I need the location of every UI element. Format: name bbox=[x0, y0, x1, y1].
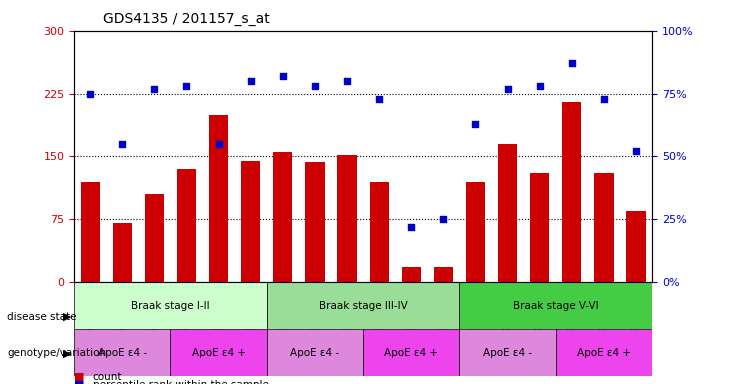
Text: Braak stage III-IV: Braak stage III-IV bbox=[319, 301, 408, 311]
Bar bbox=[74, 329, 170, 376]
Bar bbox=[74, 282, 267, 329]
Bar bbox=[562, 102, 582, 282]
Point bbox=[566, 60, 578, 66]
Text: genotype/variation: genotype/variation bbox=[7, 348, 107, 358]
Bar bbox=[370, 182, 389, 282]
Point bbox=[213, 141, 225, 147]
Text: count: count bbox=[93, 372, 122, 382]
Point bbox=[630, 148, 642, 154]
Point bbox=[84, 91, 96, 97]
Bar bbox=[81, 182, 100, 282]
Bar bbox=[113, 223, 132, 282]
Text: Braak stage V-VI: Braak stage V-VI bbox=[513, 301, 599, 311]
Bar bbox=[209, 114, 228, 282]
Point bbox=[309, 83, 321, 89]
Point bbox=[373, 96, 385, 102]
Text: ApoE ε4 -: ApoE ε4 - bbox=[290, 348, 339, 358]
Text: ■: ■ bbox=[74, 380, 84, 384]
Text: ApoE ε4 -: ApoE ε4 - bbox=[483, 348, 532, 358]
Text: percentile rank within the sample: percentile rank within the sample bbox=[93, 380, 268, 384]
Text: ▶: ▶ bbox=[63, 312, 71, 322]
Text: ■: ■ bbox=[74, 372, 84, 382]
Bar bbox=[273, 152, 293, 282]
Bar bbox=[626, 211, 645, 282]
Point bbox=[245, 78, 256, 84]
Bar bbox=[530, 173, 549, 282]
Bar bbox=[466, 182, 485, 282]
Point bbox=[181, 83, 193, 89]
Bar bbox=[241, 161, 260, 282]
Bar bbox=[177, 169, 196, 282]
Bar bbox=[433, 267, 453, 282]
Bar bbox=[594, 173, 614, 282]
Point bbox=[502, 86, 514, 92]
Bar bbox=[459, 282, 652, 329]
Text: ApoE ε4 +: ApoE ε4 + bbox=[577, 348, 631, 358]
Text: disease state: disease state bbox=[7, 312, 77, 322]
Text: ▶: ▶ bbox=[63, 348, 71, 358]
Bar bbox=[498, 144, 517, 282]
Point bbox=[598, 96, 610, 102]
Bar bbox=[556, 329, 652, 376]
Text: Braak stage I-II: Braak stage I-II bbox=[131, 301, 210, 311]
Text: ApoE ε4 +: ApoE ε4 + bbox=[385, 348, 438, 358]
Bar bbox=[267, 282, 459, 329]
Bar bbox=[305, 162, 325, 282]
Point bbox=[116, 141, 128, 147]
Bar bbox=[170, 329, 267, 376]
Point bbox=[277, 73, 289, 79]
Bar bbox=[402, 267, 421, 282]
Bar bbox=[459, 329, 556, 376]
Bar bbox=[267, 329, 363, 376]
Point bbox=[405, 224, 417, 230]
Bar bbox=[363, 329, 459, 376]
Point bbox=[341, 78, 353, 84]
Text: ApoE ε4 +: ApoE ε4 + bbox=[192, 348, 245, 358]
Point bbox=[437, 216, 449, 222]
Bar bbox=[144, 194, 164, 282]
Bar bbox=[337, 155, 356, 282]
Point bbox=[534, 83, 545, 89]
Text: GDS4135 / 201157_s_at: GDS4135 / 201157_s_at bbox=[103, 12, 270, 25]
Point bbox=[148, 86, 160, 92]
Point bbox=[470, 121, 482, 127]
Text: ApoE ε4 -: ApoE ε4 - bbox=[98, 348, 147, 358]
